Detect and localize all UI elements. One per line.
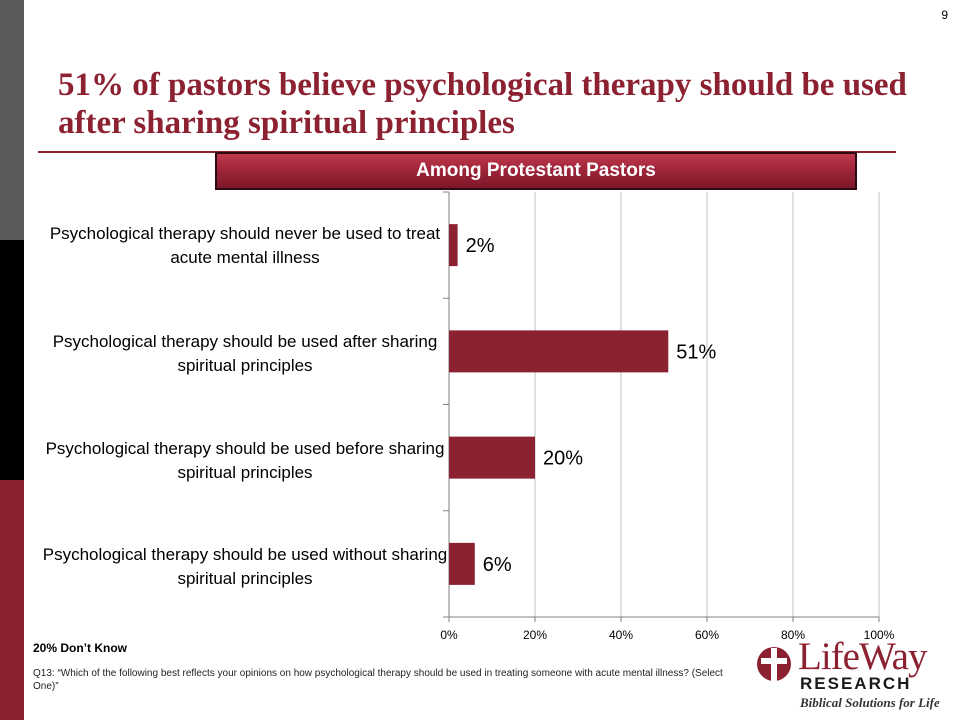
subtitle-banner-label: Among Protestant Pastors xyxy=(416,160,656,181)
x-tick-label: 20% xyxy=(523,628,547,642)
bar xyxy=(449,330,669,373)
slide-title: 51% of pastors believe psychological the… xyxy=(58,67,907,141)
data-labels: 2% 51% 20% 6% xyxy=(466,235,717,576)
left-bar-red-segment xyxy=(0,480,24,720)
subtitle-banner: Among Protestant Pastors xyxy=(215,152,857,190)
category-label: Psychological therapy should be used wit… xyxy=(42,545,448,588)
bar-value-label: 2% xyxy=(466,235,495,257)
bar xyxy=(449,436,535,479)
x-tick-labels: 0% 20% 40% 60% 80% 100% xyxy=(440,628,894,642)
x-tick-label: 60% xyxy=(695,628,719,642)
bar-value-label: 20% xyxy=(543,448,583,470)
bar-value-label: 6% xyxy=(483,554,512,576)
x-tick-label: 0% xyxy=(440,628,458,642)
logo-cross-icon xyxy=(757,647,791,682)
bars xyxy=(449,224,669,585)
dont-know-note: 20% Don’t Know xyxy=(33,641,128,655)
logo-research-text: RESEARCH xyxy=(800,674,912,693)
page-number: 9 xyxy=(941,8,948,22)
x-tick-label: 80% xyxy=(781,628,805,642)
category-label: Psychological therapy should never be us… xyxy=(49,224,441,267)
gridlines xyxy=(534,192,880,617)
category-label: Psychological therapy should be used bef… xyxy=(45,439,445,482)
question-footnote: Q13: “Which of the following best reflec… xyxy=(33,668,723,692)
left-accent-bar xyxy=(0,0,24,720)
logo-wordmark: LifeWay xyxy=(798,635,927,678)
lifeway-research-logo: LifeWay RESEARCH Biblical Solutions for … xyxy=(754,635,944,712)
logo-tagline: Biblical Solutions for Life xyxy=(800,695,940,710)
bar-value-label: 51% xyxy=(676,341,716,363)
x-tick-label: 100% xyxy=(864,628,895,642)
category-label: Psychological therapy should be used aft… xyxy=(52,332,438,375)
left-bar-black-segment xyxy=(0,240,24,480)
bar xyxy=(449,224,458,267)
bar xyxy=(449,542,475,585)
left-bar-gray-segment xyxy=(0,0,24,240)
x-tick-label: 40% xyxy=(609,628,633,642)
